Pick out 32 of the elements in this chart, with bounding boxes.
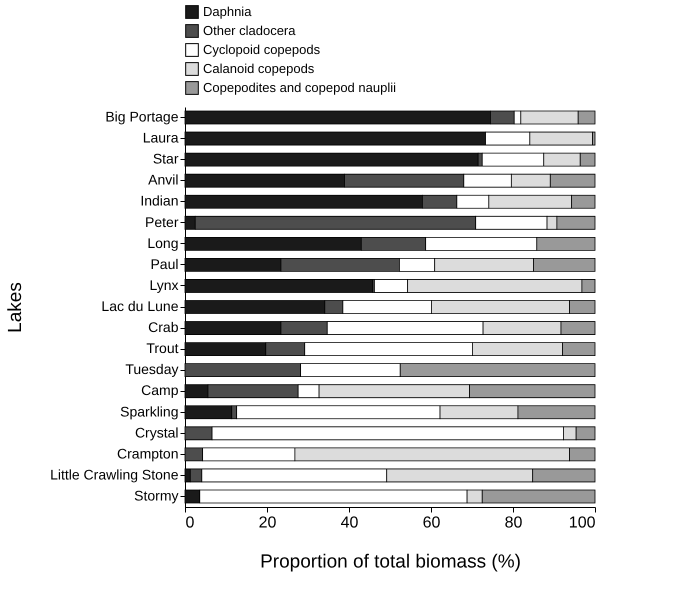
x-tick-label: 100 <box>568 514 596 532</box>
legend-label: Daphnia <box>203 4 252 19</box>
y-tick-label: Anvil <box>148 172 178 188</box>
y-tick-label: Long <box>147 234 178 251</box>
legend-label: Calanoid copepods <box>203 61 315 76</box>
legend-label: Copepodites and copepod nauplii <box>203 80 396 95</box>
y-tick-label: Sparkling <box>120 403 178 420</box>
x-tick-label: 0 <box>186 514 194 532</box>
y-tick-label: Paul <box>150 256 178 272</box>
y-axis-title: Lakes <box>5 282 26 333</box>
y-tick-label: Crab <box>148 319 179 336</box>
y-tick-label: Lynx <box>149 276 178 293</box>
y-tick-label: Peter <box>145 214 179 230</box>
x-tick-label: 20 <box>258 514 276 532</box>
legend-label: Other cladocera <box>203 23 296 38</box>
y-tick-label: Indian <box>140 192 178 209</box>
y-tick-label: Tuesday <box>125 361 178 378</box>
y-tick-label: Trout <box>146 340 179 356</box>
y-tick-label: Crystal <box>134 424 178 440</box>
x-axis-title: Proportion of total biomass (%) <box>260 552 521 572</box>
y-tick-label: Laura <box>142 130 179 146</box>
y-tick-label: Stormy <box>134 487 178 504</box>
x-tick-label: 80 <box>504 514 522 532</box>
y-tick-label: Big Portage <box>105 108 179 125</box>
legend-label: Cyclopoid copepods <box>203 42 321 57</box>
y-tick-label: Little Crawling Stone <box>50 466 179 482</box>
y-tick-label: Star <box>152 150 179 167</box>
y-tick-label: Camp <box>141 382 179 398</box>
x-tick-label: 40 <box>340 514 358 532</box>
y-tick-label: Crampton <box>117 445 178 462</box>
y-tick-label: Lac du Lune <box>101 298 179 314</box>
x-tick-label: 60 <box>422 514 440 532</box>
